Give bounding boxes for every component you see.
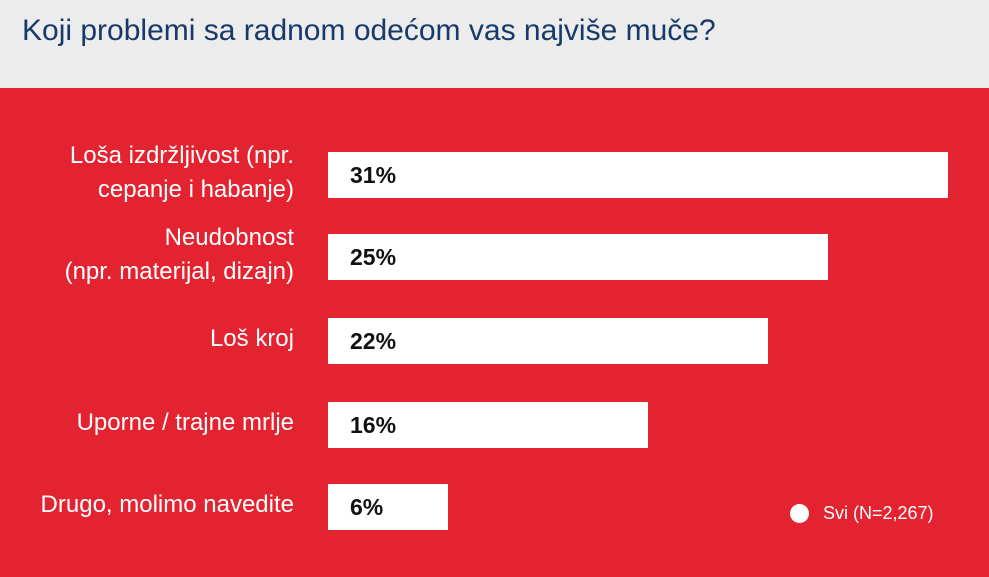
category-label-line: Uporne / trajne mrlje [76,409,294,436]
category-label-line: Neudobnost [164,224,294,251]
bar [328,152,948,198]
legend-label: Svi (N=2,267) [823,502,934,523]
bar [328,318,768,364]
title-band: Koji problemi sa radnom odećom vas najvi… [0,0,989,88]
bar [328,234,828,280]
category-label: Neudobnost (npr. materijal, dizajn) [0,221,294,289]
category-label-line: cepanje i habanje) [97,176,294,203]
category-label-line: Drugo, molimo navedite [40,491,294,518]
chart-title: Koji problemi sa radnom odećom vas najvi… [22,14,716,47]
data-label: 6% [350,494,384,520]
data-label: 22% [350,328,397,354]
category-label-line: (npr. materijal, dizajn) [64,258,294,285]
category-label: Loša izdržljivost (npr. cepanje i habanje… [0,139,294,207]
data-label: 31% [350,162,397,188]
legend: Svi (N=2,267) [790,501,934,525]
plot-area: Svi (N=2,267) Loša izdržljivost (npr. cep… [0,88,989,577]
category-label: Uporne / trajne mrlje [0,406,294,440]
legend-marker-icon [790,503,809,523]
data-label: 25% [350,244,397,270]
data-label: 16% [350,412,397,438]
category-label: Loš kroj [0,322,294,356]
category-label-line: Loša izdržljivost (npr. [69,142,294,169]
bar [328,484,448,530]
category-label-line: Loš kroj [209,325,294,352]
category-label: Drugo, molimo navedite [0,488,294,522]
bar [328,402,648,448]
